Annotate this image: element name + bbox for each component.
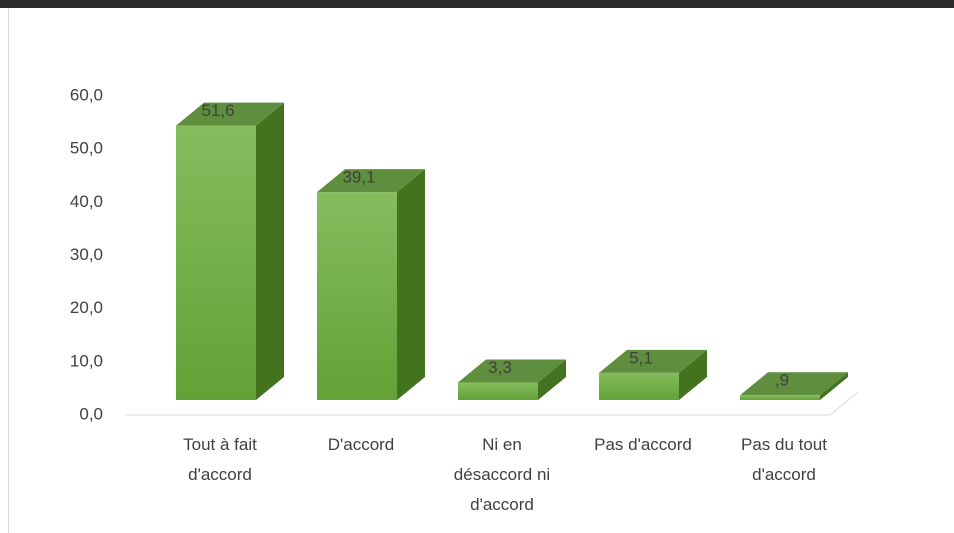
- x-tick-label: Pas d'accord: [594, 435, 692, 454]
- y-tick-label: 30,0: [70, 245, 103, 264]
- bar: [317, 169, 425, 400]
- top-band: [0, 0, 954, 8]
- bar-side: [256, 102, 284, 400]
- bar-side: [397, 169, 425, 400]
- bar: [740, 372, 848, 400]
- bar-top: [740, 372, 848, 396]
- bar-front: [740, 395, 820, 400]
- bar-top: [317, 169, 425, 193]
- bar-side: [538, 359, 566, 400]
- x-tick-label: D'accord: [327, 435, 395, 454]
- x-tick-label: Pas du tout d'accord: [740, 435, 827, 484]
- x-tick-label: Tout à fait d'accord: [183, 435, 257, 484]
- bar-front: [176, 125, 256, 400]
- bar-top: [176, 102, 284, 126]
- y-tick-label: 10,0: [70, 351, 103, 370]
- bar-side: [820, 372, 848, 400]
- y-tick-label: 0,0: [79, 404, 103, 423]
- bar-front: [458, 382, 538, 400]
- x-tick-label: Ni en désaccord ni d'accord: [453, 435, 551, 514]
- data-label: ,9: [775, 371, 789, 390]
- floor-line: [125, 391, 859, 416]
- bar: [599, 349, 707, 400]
- bar-front: [599, 372, 679, 400]
- y-tick-label: 50,0: [70, 139, 103, 158]
- y-tick-label: 40,0: [70, 192, 103, 211]
- bar: [458, 359, 566, 400]
- data-label: 51,6: [201, 101, 234, 120]
- bar-front: [317, 192, 397, 400]
- bar-top: [458, 359, 566, 383]
- data-label: 5,1: [629, 348, 653, 367]
- bar-top: [599, 349, 707, 373]
- bar: [176, 102, 284, 400]
- data-label: 3,3: [488, 358, 512, 377]
- data-label: 39,1: [342, 168, 375, 187]
- y-tick-label: 60,0: [70, 85, 103, 104]
- y-tick-label: 20,0: [70, 298, 103, 317]
- bar-side: [679, 349, 707, 400]
